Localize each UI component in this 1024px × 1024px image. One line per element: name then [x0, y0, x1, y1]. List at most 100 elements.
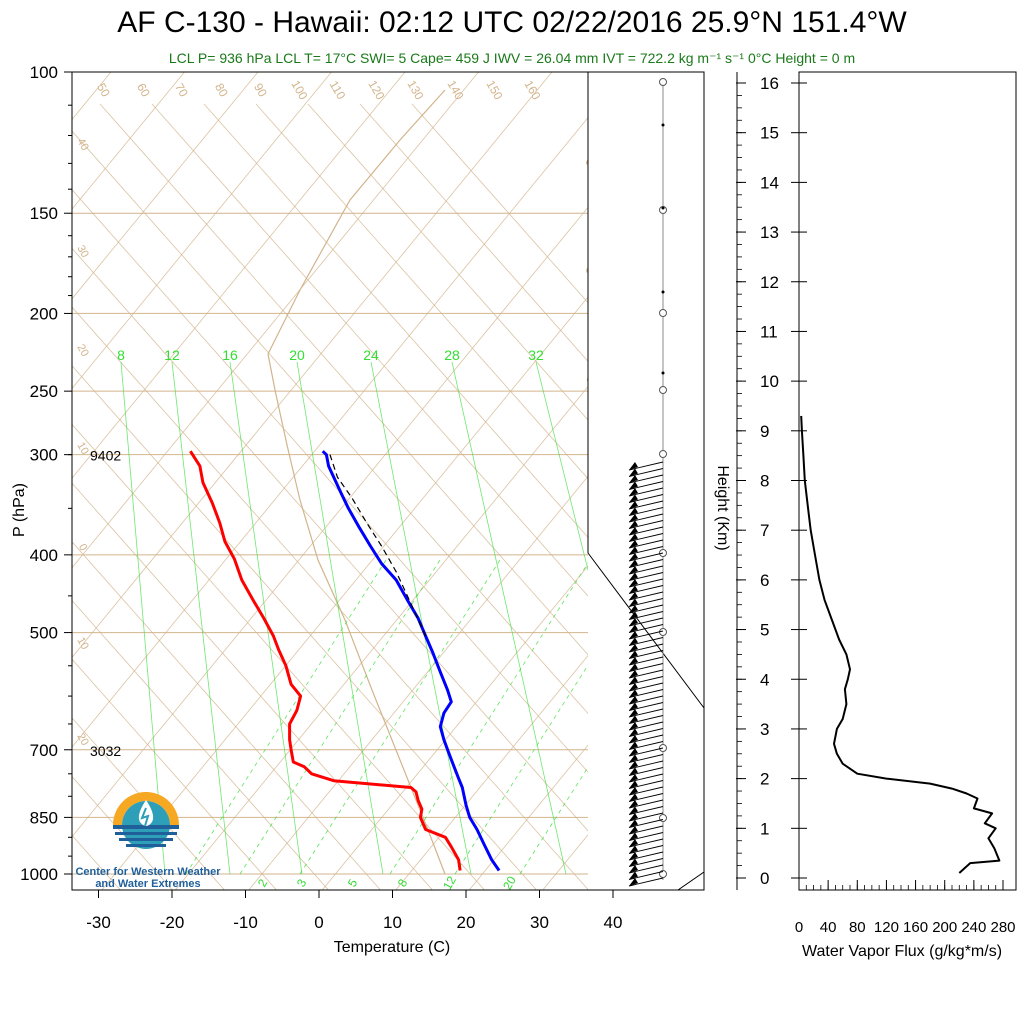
adiabat-label-left: 10	[74, 440, 91, 457]
wind-barb-flag	[629, 878, 638, 886]
mixing-ratio-bottom-label: 5	[345, 876, 361, 889]
wind-dot	[661, 206, 665, 210]
y-tick-label: 150	[30, 204, 58, 223]
adiabat-line	[72, 189, 693, 890]
wind-barb-flag	[629, 858, 638, 867]
adiabat-line	[72, 306, 589, 890]
isotherm-line	[72, 72, 479, 569]
wind-barb-flag	[629, 767, 638, 776]
height-tick-label: 6	[760, 571, 769, 590]
wind-barb-flag	[629, 826, 638, 834]
wind-barb	[628, 812, 664, 822]
wind-barb	[628, 819, 664, 828]
x-tick-label: 10	[383, 913, 402, 932]
wind-barb-flag	[629, 871, 638, 880]
wind-barb	[628, 715, 664, 724]
wind-barb-flag	[629, 663, 638, 672]
height-tick-label: 8	[760, 472, 769, 491]
height-annotation: 9402	[90, 448, 121, 464]
adiabat-line	[359, 103, 704, 493]
isotherm-line	[72, 72, 332, 390]
wind-barb-flag	[629, 676, 638, 685]
wind-barb	[628, 585, 664, 594]
wind-barb-flag	[629, 813, 638, 821]
wind-barb	[628, 747, 664, 757]
height-tick-label: 3	[760, 720, 769, 739]
wvf-x-tick-label: 280	[990, 919, 1015, 936]
wind-barb-flag	[629, 533, 638, 542]
isotherm-line	[468, 603, 704, 890]
mixing-ratio-label: 16	[222, 347, 238, 363]
wind-calm-circle	[659, 78, 667, 86]
wind-barb-flag	[629, 572, 638, 581]
wind-barb-flag	[629, 488, 638, 496]
wind-barb-flag	[629, 611, 638, 620]
wind-barb	[628, 559, 664, 568]
isotherm-line	[72, 72, 259, 300]
adiabat-line	[151, 103, 704, 728]
adiabat-line	[72, 247, 641, 890]
x-tick-label: 20	[457, 913, 476, 932]
wind-barb-flag	[629, 683, 638, 691]
wind-barb	[628, 513, 664, 523]
x-tick-label: 0	[314, 913, 323, 932]
wind-barb	[628, 487, 664, 497]
wind-barb	[628, 552, 664, 562]
wind-barb-flag	[629, 806, 638, 815]
wind-barb-flag	[629, 605, 638, 613]
wind-barb	[628, 793, 664, 802]
wvf-series-line	[800, 415, 1001, 874]
height-tick-label: 12	[760, 273, 779, 292]
wind-barb	[628, 533, 664, 542]
isotherm-line	[72, 72, 185, 210]
wind-barb-flag	[629, 787, 638, 795]
wind-barb	[628, 591, 664, 601]
wind-barb	[628, 520, 664, 529]
wind-calm-circle	[659, 386, 667, 394]
wind-barb	[628, 708, 664, 718]
wind-barb	[628, 604, 664, 614]
mixing-ratio-dashed-line	[389, 559, 591, 875]
wind-barb-flag	[629, 722, 638, 730]
wind-barb	[628, 799, 664, 809]
cw3e-logo	[113, 792, 179, 849]
wind-barb	[628, 786, 664, 796]
wind-barb-flag	[629, 702, 638, 711]
wind-barb-flag	[629, 832, 638, 841]
wind-barb-flag	[629, 709, 638, 717]
wind-barb-flag	[629, 735, 638, 743]
wind-barb-flag	[629, 741, 638, 750]
wind-barb-flag	[629, 546, 638, 555]
wind-barb	[628, 754, 664, 763]
wind-barb-flag	[629, 650, 638, 659]
mixing-ratio-bottom-label: 12	[440, 873, 459, 892]
adiabat-label: 160	[521, 78, 543, 103]
isotherm-line	[72, 72, 406, 479]
height-tick-label: 11	[760, 322, 778, 341]
wind-barb-flag	[629, 462, 638, 470]
adiabat-label: 70	[172, 81, 191, 100]
wind-barb	[628, 702, 664, 711]
wind-barb	[628, 500, 664, 510]
wvf-x-tick-label: 240	[961, 919, 986, 936]
adiabat-line	[72, 365, 537, 890]
wind-barb-flag	[629, 501, 638, 509]
height-tick-label: 7	[760, 521, 769, 540]
standard-atmosphere-line	[267, 353, 446, 875]
wind-barb-flag	[629, 637, 638, 646]
isotherm-line	[0, 36, 67, 894]
wind-barb	[628, 741, 664, 750]
y-axis-label: P (hPa)	[11, 483, 28, 537]
height-annotation: 3032	[90, 743, 121, 759]
isotherm-line	[760, 36, 1024, 894]
wind-dot	[661, 123, 665, 127]
x-axis-label: Temperature (C)	[334, 939, 450, 956]
adiabat-label-left: 30	[74, 243, 91, 260]
wind-barb	[628, 682, 664, 692]
wind-barb-flag	[629, 845, 638, 854]
wind-barb	[628, 650, 664, 659]
y-tick-label: 400	[30, 546, 58, 565]
wind-barb-flag	[629, 494, 638, 503]
wind-barb-flag	[629, 514, 638, 522]
wvf-x-tick-label: 200	[932, 919, 957, 936]
